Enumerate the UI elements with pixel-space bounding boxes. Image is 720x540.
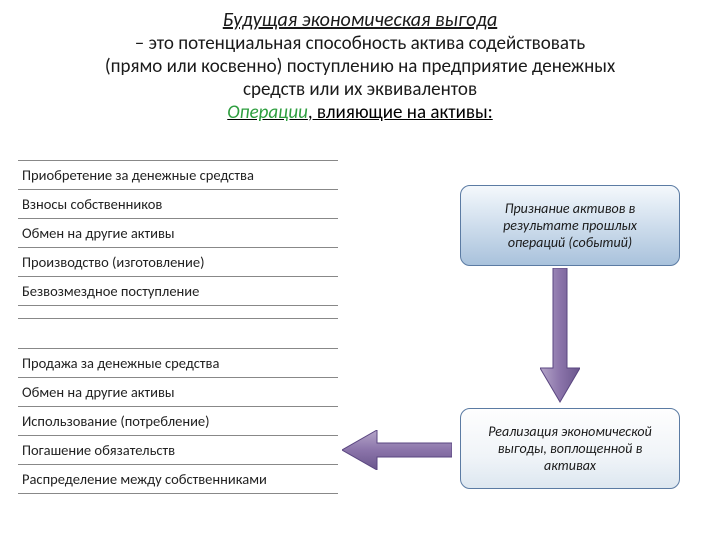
list-item: Продажа за денежные средства [18, 348, 338, 378]
title-line4: средств или их эквивалентов [20, 78, 700, 101]
header: Будущая экономическая выгода – это потен… [0, 0, 720, 128]
list-mid-gap [18, 318, 338, 348]
list-item: Производство (изготовление) [18, 247, 338, 277]
list-item: Безвозмездное поступление [18, 276, 338, 306]
operations-title: Операции, влияющие на активы: [20, 101, 700, 124]
list-separator [18, 305, 338, 319]
title-line3: (прямо или косвенно) поступлению на пред… [20, 55, 700, 78]
ops-label: Операции [227, 101, 308, 124]
arrow-left-icon [342, 430, 452, 470]
list-item: Распределение между собственниками [18, 464, 338, 494]
list-item: Использование (потребление) [18, 406, 338, 436]
operations-list: Приобретение за денежные средства Взносы… [18, 160, 338, 493]
line3-rest: поступлению на предприятие денежных [282, 55, 615, 78]
ops-rest: , влияющие на активы: [308, 101, 493, 124]
recognition-box: Признание активов в результате прошлых о… [460, 185, 680, 266]
paren-small: (прямо или косвенно) [105, 55, 283, 78]
list-item: Обмен на другие активы [18, 377, 338, 407]
title-underlined: Будущая экономическая выгода [223, 8, 497, 32]
arrow-down-icon [540, 268, 580, 403]
list-item: Обмен на другие активы [18, 218, 338, 248]
list-item: Приобретение за денежные средства [18, 160, 338, 190]
title-line1: Будущая экономическая выгода [20, 8, 700, 32]
list-item: Погашение обязательств [18, 435, 338, 465]
list-item: Взносы собственников [18, 189, 338, 219]
title-line2: – это потенциальная способность актива с… [20, 32, 700, 55]
realization-box: Реализация экономической выгоды, воплоще… [460, 408, 680, 489]
